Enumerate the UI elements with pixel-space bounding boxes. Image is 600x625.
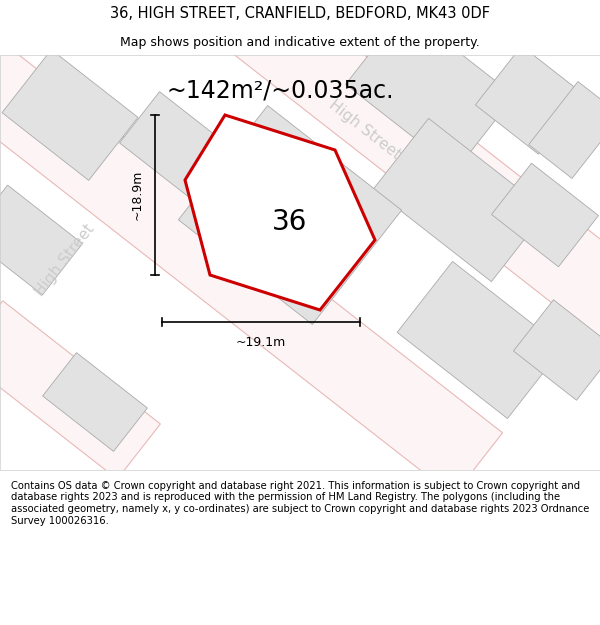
Polygon shape xyxy=(346,9,514,171)
Text: 36: 36 xyxy=(272,208,308,236)
Polygon shape xyxy=(77,0,600,351)
Text: ~18.9m: ~18.9m xyxy=(131,170,143,220)
Polygon shape xyxy=(119,92,230,198)
Polygon shape xyxy=(514,300,600,400)
Text: High Street: High Street xyxy=(32,221,98,299)
Polygon shape xyxy=(0,301,160,479)
Polygon shape xyxy=(397,261,563,419)
Polygon shape xyxy=(43,352,148,451)
Text: ~142m²/~0.035ac.: ~142m²/~0.035ac. xyxy=(166,78,394,102)
Polygon shape xyxy=(491,163,598,267)
Polygon shape xyxy=(185,115,375,310)
Polygon shape xyxy=(178,106,401,324)
Polygon shape xyxy=(475,46,584,154)
Text: ~19.1m: ~19.1m xyxy=(236,336,286,349)
Polygon shape xyxy=(0,185,82,295)
Polygon shape xyxy=(373,118,547,282)
Text: Contains OS data © Crown copyright and database right 2021. This information is : Contains OS data © Crown copyright and d… xyxy=(11,481,589,526)
Text: Map shows position and indicative extent of the property.: Map shows position and indicative extent… xyxy=(120,36,480,49)
Text: High Street: High Street xyxy=(326,98,404,162)
Polygon shape xyxy=(0,14,503,496)
Text: 36, HIGH STREET, CRANFIELD, BEDFORD, MK43 0DF: 36, HIGH STREET, CRANFIELD, BEDFORD, MK4… xyxy=(110,6,490,21)
Polygon shape xyxy=(529,81,600,179)
Polygon shape xyxy=(2,49,138,181)
